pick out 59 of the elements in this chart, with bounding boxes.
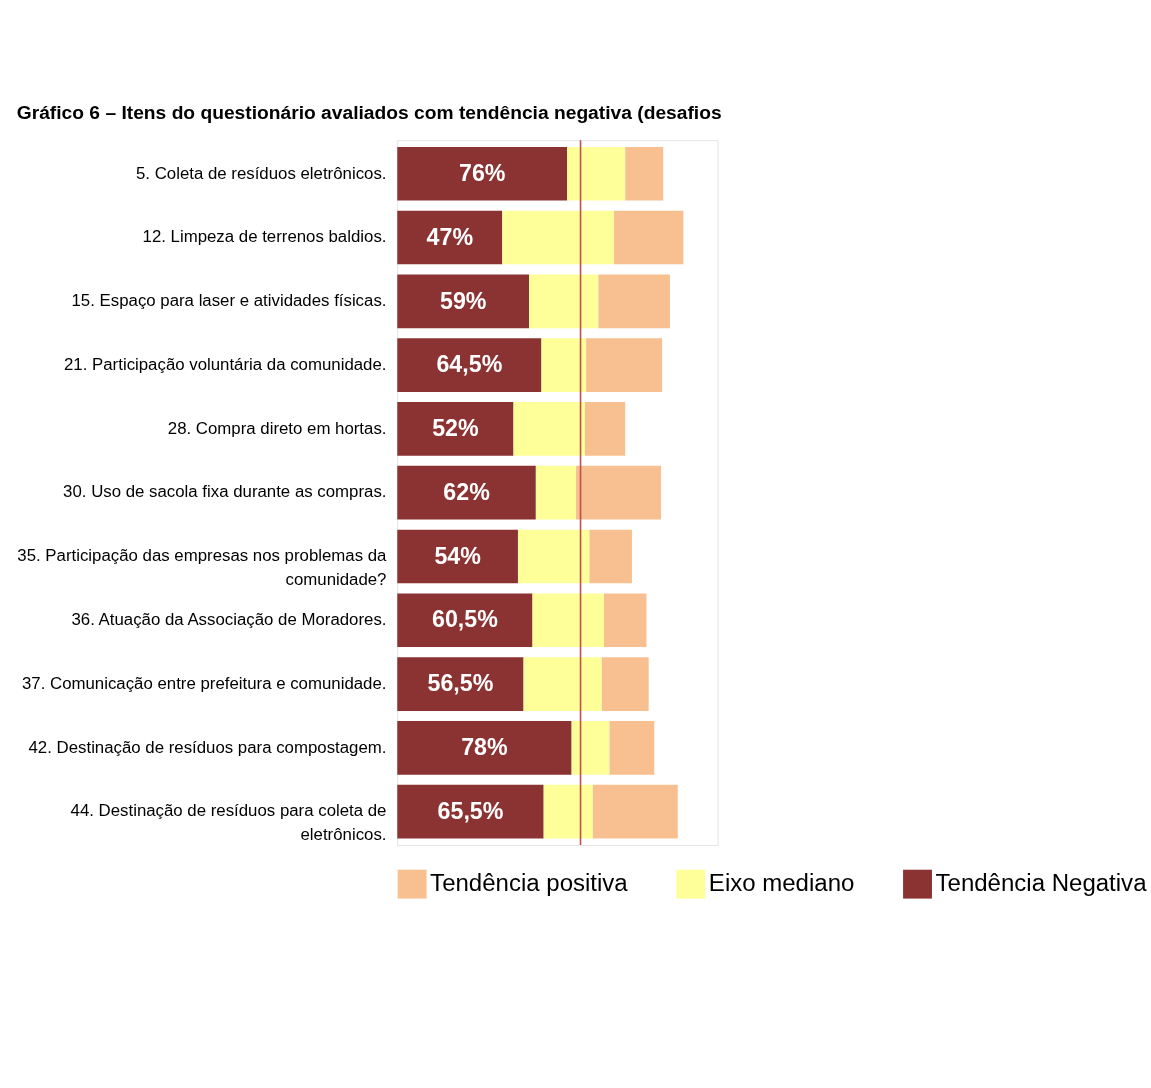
bar	[397, 146, 568, 201]
bar	[543, 784, 593, 839]
y-tick-label: 12. Limpeza de terrenos baldios.	[142, 227, 387, 247]
bar	[397, 784, 544, 839]
bar	[397, 210, 503, 265]
bar	[604, 593, 647, 648]
y-tick-label: 44. Destinação de resíduos para coleta de eletrônicos.	[70, 801, 387, 845]
data-label: 56,5%	[427, 670, 494, 697]
bar	[397, 402, 514, 456]
bar	[397, 338, 542, 392]
bar	[576, 465, 661, 520]
chart-title: Gráfico 6 – Itens do questionário avaliados com tendência negativa (desafios	[16, 102, 722, 124]
data-label: 76%	[458, 159, 506, 186]
y-tick-label: 15. Espaço para laser e atividades físicas.	[71, 291, 387, 311]
bar	[567, 146, 626, 201]
y-tick-label: 30. Uso de sacola fixa durante as compras.	[63, 482, 387, 502]
bar	[502, 210, 615, 265]
bar	[397, 721, 572, 775]
y-tick-label: 5. Coleta de resíduos eletrônicos.	[136, 163, 387, 183]
bar	[598, 274, 670, 329]
data-label: 52%	[432, 415, 479, 442]
bar	[614, 210, 684, 265]
bar	[535, 465, 577, 520]
bar	[625, 146, 664, 201]
bar	[397, 593, 533, 648]
y-tick-label: 21. Participação voluntária da comunidade.	[64, 354, 387, 374]
bar	[397, 465, 536, 520]
bar	[592, 784, 678, 839]
bar	[601, 657, 649, 711]
bar	[585, 402, 626, 456]
y-tick-label: 36. Atuação da Associação de Moradores.	[71, 610, 387, 630]
data-label: 47%	[426, 223, 474, 250]
y-tick-label: 35. Participação das empresas nos problemas da comunidade?	[17, 546, 388, 590]
bar	[523, 657, 602, 711]
bar	[397, 529, 518, 584]
bar	[517, 529, 590, 584]
data-label: 59%	[439, 287, 487, 314]
bar	[609, 721, 655, 775]
data-label: 54%	[434, 542, 482, 569]
bar	[397, 274, 530, 329]
bar	[513, 402, 586, 456]
bar	[529, 274, 599, 329]
bar	[589, 529, 632, 584]
y-tick-label: 42. Destinação de resíduos para compostagem.	[28, 737, 387, 757]
data-label: 65,5%	[437, 797, 504, 824]
legend-label: Tendência positiva	[430, 869, 629, 897]
data-label: 60,5%	[431, 606, 499, 633]
bar	[586, 338, 663, 392]
data-label: 62%	[443, 478, 491, 505]
legend-label: Tendência Negativa	[935, 869, 1148, 897]
bar	[532, 593, 605, 648]
bar	[541, 338, 587, 392]
data-label: 64,5%	[436, 351, 503, 378]
bar	[571, 721, 610, 775]
bar	[397, 657, 524, 711]
legend-label: Eixo mediano	[708, 869, 855, 897]
y-tick-label: 37. Comunicação entre prefeitura e comunidade.	[21, 673, 387, 693]
y-tick-label: 28. Compra direto em hortas.	[167, 418, 387, 438]
data-label: 78%	[461, 734, 509, 761]
